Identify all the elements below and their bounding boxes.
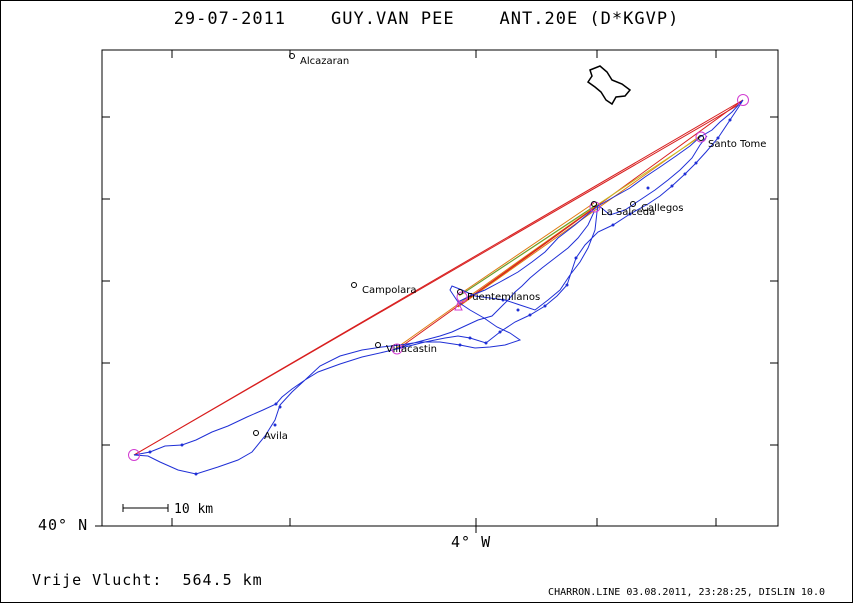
place-marker-callegos (630, 201, 636, 207)
place-label-callegos: Callegos (641, 203, 684, 214)
scale-bar-label: 10 km (174, 502, 213, 517)
place-marker-campolara (351, 282, 357, 288)
turnpoint-1 (737, 94, 749, 106)
turnpoint-5 (391, 343, 403, 355)
place-label-santo-tome: Santo Tome (708, 139, 766, 150)
task-legs (133, 99, 744, 456)
flight-date: 29-07-2011 (173, 9, 287, 29)
distance-summary: Vrije Vlucht: 564.5 km (32, 571, 263, 589)
turnpoints (128, 94, 749, 461)
place-label-la-salceda: La Salceda (601, 207, 655, 218)
finish-marker (454, 300, 463, 311)
glider-info: ANT.20E (D*KGVP) (499, 9, 680, 29)
place-markers (253, 53, 704, 436)
place-label-avila: Avila (264, 431, 288, 442)
lon-ticks (171, 50, 717, 533)
place-label-campolara: Campolara (362, 285, 416, 296)
place-label-alcazaran: Alcazaran (300, 56, 349, 67)
place-label-fuentemilanos: Fuentemilanos (467, 292, 540, 303)
lake-outline (586, 65, 632, 106)
place-marker-villacastin (375, 342, 381, 348)
place-marker-fuentemilanos (457, 289, 463, 295)
longitude-axis-label: 4° W (451, 533, 492, 551)
figure-title: 29-07-2011 GUY.VAN PEE ANT.20E (D*KGVP) (0, 9, 853, 29)
latitude-axis-label: 40° N (38, 516, 89, 534)
place-marker-alcazaran (289, 53, 295, 59)
flight-track (133, 99, 744, 475)
turnpoint-start (128, 449, 140, 461)
place-marker-avila (253, 430, 259, 436)
plot-border (101, 49, 779, 527)
lat-ticks (95, 116, 778, 527)
footer-info: CHARRON.LINE 03.08.2011, 23:28:25, DISLI… (548, 587, 825, 598)
pilot-name: GUY.VAN PEE (331, 9, 455, 29)
place-labels: Alcazaran Campolara Fuentemilanos Villac… (264, 56, 766, 442)
track-markers (148, 118, 732, 476)
scale-bar (122, 504, 169, 512)
place-marker-la-salceda (591, 201, 597, 207)
turnpoint-2 (695, 131, 707, 143)
place-label-villacastin: Villacastin (386, 344, 437, 355)
place-marker-santo-tome (698, 135, 704, 141)
